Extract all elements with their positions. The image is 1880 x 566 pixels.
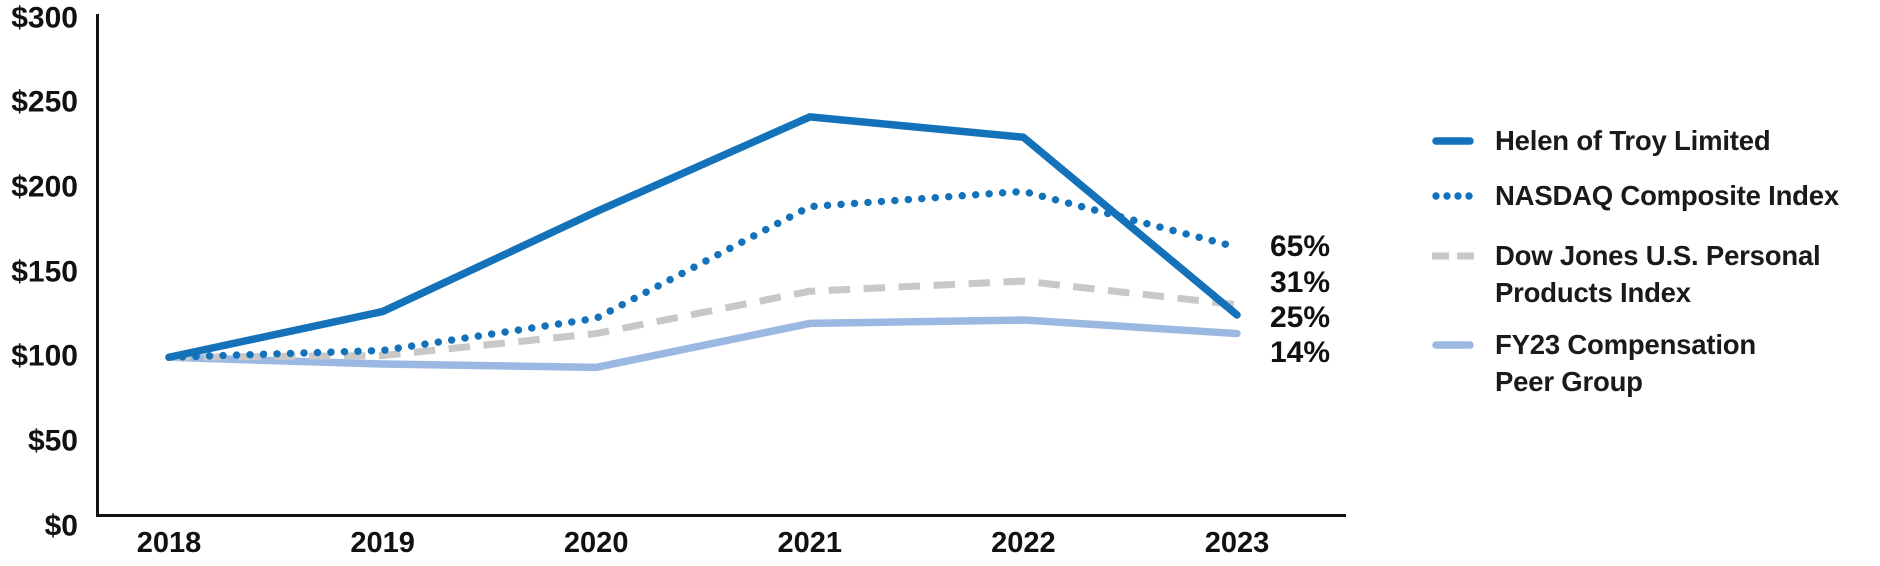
end-percent-label: 25% (1270, 301, 1331, 335)
legend-item: NASDAQ Composite Index (1432, 177, 1839, 215)
legend-label: FY23 Compensation Peer Group (1495, 329, 1756, 397)
legend-item: Dow Jones U.S. Personal Products Index (1432, 237, 1821, 311)
legend-swatch-solid-line-icon (1432, 326, 1474, 364)
legend-label: Dow Jones U.S. Personal Products Index (1495, 240, 1821, 308)
legend-item: FY23 Compensation Peer Group (1432, 326, 1756, 400)
series-line-nasdaq-composite-index (165, 187, 1241, 361)
series-line-dow-jones-u-s-personal-products-index (168, 277, 1238, 361)
x-axis-label: 2022 (991, 527, 1056, 559)
end-percent-label: 31% (1270, 265, 1331, 299)
y-axis-label: $200 (11, 170, 78, 204)
series-line-fy23-compensation-peer-group (165, 316, 1241, 372)
x-axis-label: 2019 (350, 527, 415, 559)
legend-label: NASDAQ Composite Index (1495, 180, 1839, 211)
y-axis-label: $250 (11, 85, 78, 119)
x-axis-line (96, 514, 1346, 517)
series-line-helen-of-troy-limited (165, 113, 1241, 361)
y-axis-label: $150 (11, 254, 78, 288)
legend-swatch-solid-line-icon (1432, 122, 1474, 160)
legend-swatch-dotted-line-icon (1432, 177, 1474, 215)
y-axis-label: $300 (11, 1, 78, 35)
y-axis-label: $100 (11, 339, 78, 373)
x-axis-label: 2021 (777, 527, 843, 559)
end-percent-label: 65% (1270, 230, 1331, 264)
y-axis-label: $0 (44, 508, 78, 542)
y-axis-label: $50 (27, 424, 78, 458)
y-axis-line (96, 14, 99, 516)
legend-swatch-dashed-line-icon (1432, 237, 1474, 275)
x-axis-label: 2018 (136, 527, 202, 559)
x-axis-label: 2020 (563, 527, 629, 559)
x-axis-label: 2023 (1204, 527, 1270, 559)
legend-item: Helen of Troy Limited (1432, 122, 1771, 160)
end-percent-label: 14% (1270, 336, 1331, 370)
legend-label: Helen of Troy Limited (1495, 125, 1771, 156)
